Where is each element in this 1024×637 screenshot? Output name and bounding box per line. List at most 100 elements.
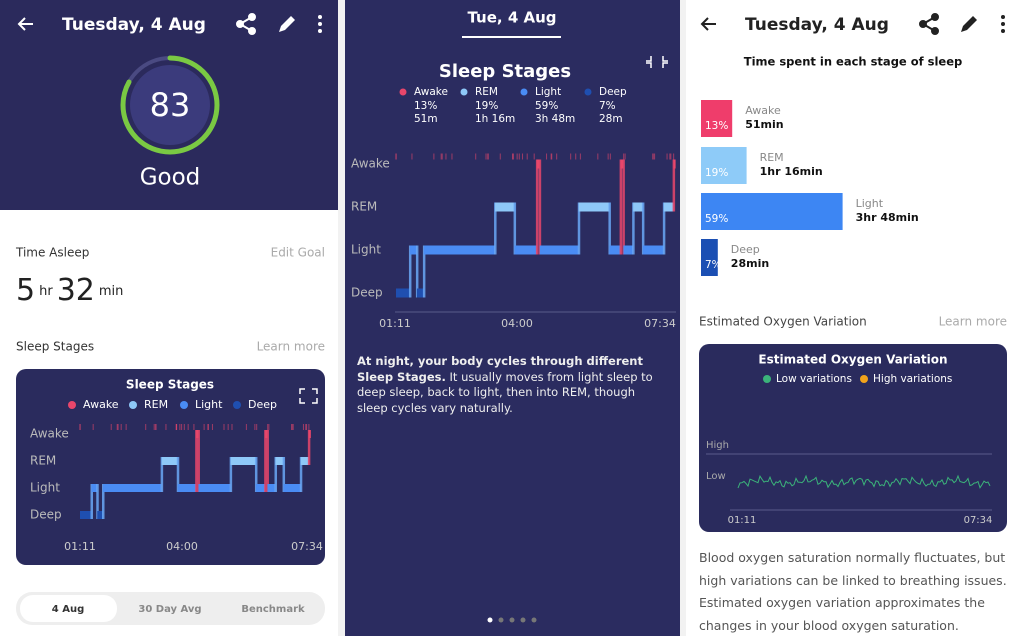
score-circle bbox=[130, 65, 210, 145]
y-label: Awake bbox=[351, 157, 390, 171]
stage-segment bbox=[300, 457, 309, 465]
edit-goal[interactable]: Edit Goal bbox=[271, 246, 325, 260]
stage-segment bbox=[578, 202, 610, 212]
stage-segment bbox=[423, 245, 496, 255]
stage-duration: 28min bbox=[731, 257, 769, 270]
legend-dot bbox=[860, 375, 868, 383]
rating: Good bbox=[140, 165, 201, 191]
stage-transition bbox=[307, 430, 311, 465]
stage-duration: 51min bbox=[745, 118, 783, 131]
stage-name: Deep bbox=[731, 243, 760, 256]
legend-dot bbox=[460, 88, 468, 96]
stage-transition bbox=[535, 159, 539, 255]
hypnogram: Awake REM Light Deep 01:11 04:00 07:34 bbox=[351, 153, 676, 330]
description-bold: At night, your body cycles through diffe… bbox=[357, 354, 643, 384]
stage-segment bbox=[416, 288, 424, 298]
stage-segment bbox=[609, 245, 621, 255]
stage-transition bbox=[160, 457, 164, 492]
stage-segment bbox=[275, 457, 284, 465]
legend-label: Awake bbox=[414, 86, 448, 98]
sleep-card[interactable] bbox=[16, 369, 325, 565]
header-title: Tuesday, 4 Aug bbox=[745, 15, 889, 35]
x-label: 04:00 bbox=[501, 317, 533, 330]
stage-segment bbox=[283, 484, 301, 492]
legend-label: REM bbox=[144, 398, 168, 411]
menu-button[interactable] bbox=[1001, 15, 1005, 33]
stage-percent: 7% bbox=[705, 259, 722, 271]
legend-dot bbox=[584, 88, 592, 96]
legend-dot bbox=[68, 401, 76, 409]
stage-transition bbox=[274, 457, 277, 492]
stage-name: REM bbox=[760, 151, 784, 164]
stage-segment bbox=[642, 245, 664, 255]
stage-bar bbox=[701, 100, 733, 137]
legend-dot bbox=[233, 401, 241, 409]
stage-percent: 19% bbox=[705, 167, 728, 179]
legend-dot bbox=[520, 88, 528, 96]
oxygen-card[interactable] bbox=[699, 344, 1007, 532]
stage-segment bbox=[620, 159, 624, 169]
divider bbox=[338, 0, 345, 636]
y-label: Light bbox=[30, 481, 60, 495]
edit-button[interactable] bbox=[279, 16, 295, 32]
edit-button[interactable] bbox=[961, 16, 977, 32]
share-button[interactable] bbox=[236, 13, 256, 35]
expand-button[interactable] bbox=[299, 388, 318, 404]
y-label: Deep bbox=[30, 508, 62, 522]
collapse-button[interactable] bbox=[646, 56, 668, 68]
stage-percent: 59% bbox=[705, 213, 728, 225]
description: At night, your body cycles through diffe… bbox=[357, 354, 662, 416]
oxygen-paragraph: Blood oxygen saturation normally fluctua… bbox=[699, 550, 1007, 633]
learn-more[interactable]: Learn more bbox=[257, 340, 325, 354]
learn-more[interactable]: Learn more bbox=[939, 315, 1007, 329]
back-button[interactable] bbox=[700, 17, 716, 31]
oxygen-card-title: Estimated Oxygen Variation bbox=[758, 353, 947, 367]
stage-transition bbox=[422, 245, 426, 298]
stage-segment bbox=[308, 430, 311, 438]
detail-screen bbox=[345, 0, 680, 636]
sleep-stages-label: Sleep Stages bbox=[16, 340, 94, 354]
stage-segment bbox=[91, 484, 98, 492]
stage-transition bbox=[641, 202, 645, 255]
tab[interactable]: 30 Day Avg bbox=[138, 604, 201, 615]
stage-transition bbox=[577, 202, 581, 255]
stage-transition bbox=[538, 159, 542, 255]
stage-transition bbox=[415, 245, 419, 298]
stage-transition bbox=[254, 457, 258, 492]
tab[interactable]: 4 Aug bbox=[52, 604, 84, 615]
legend-percent: 19% bbox=[475, 100, 498, 112]
tab[interactable]: Benchmark bbox=[241, 604, 305, 615]
back-button[interactable] bbox=[17, 17, 33, 31]
legend-percent: 59% bbox=[535, 100, 558, 112]
stage-name: Awake bbox=[745, 104, 781, 117]
stage-transition bbox=[408, 245, 412, 298]
oxygen-line bbox=[737, 474, 991, 489]
x-label: 01:11 bbox=[728, 515, 757, 526]
stage-segment bbox=[265, 430, 268, 438]
hours: 5 bbox=[16, 273, 35, 308]
legend-label: Low variations bbox=[776, 373, 852, 385]
legend-dot bbox=[180, 401, 188, 409]
stage-segment bbox=[255, 484, 266, 492]
legend-label: Light bbox=[195, 398, 223, 411]
x-label: 01:11 bbox=[379, 317, 411, 330]
oxygen-label: Estimated Oxygen Variation bbox=[699, 315, 867, 329]
stage-transition bbox=[622, 159, 625, 255]
stage-segment bbox=[633, 202, 643, 212]
legend-label: REM bbox=[475, 86, 498, 98]
stage-segment bbox=[539, 245, 579, 255]
stage-segment bbox=[177, 484, 197, 492]
stage-segment bbox=[673, 159, 676, 169]
stage-segment bbox=[409, 245, 417, 255]
legend-label: Awake bbox=[83, 398, 119, 411]
hypnogram: Awake REM Light Deep 01:11 04:00 07:34 bbox=[30, 424, 323, 553]
menu-button[interactable] bbox=[318, 15, 322, 33]
legend-percent: 13% bbox=[414, 100, 437, 112]
legend-dot bbox=[763, 375, 771, 383]
hr-unit: hr bbox=[39, 284, 53, 299]
share-button[interactable] bbox=[919, 13, 939, 35]
legend-percent: 7% bbox=[599, 100, 616, 112]
stage-transition bbox=[672, 159, 676, 212]
legend: Awake REM Light Deep bbox=[68, 398, 277, 411]
y-label: REM bbox=[351, 200, 377, 214]
